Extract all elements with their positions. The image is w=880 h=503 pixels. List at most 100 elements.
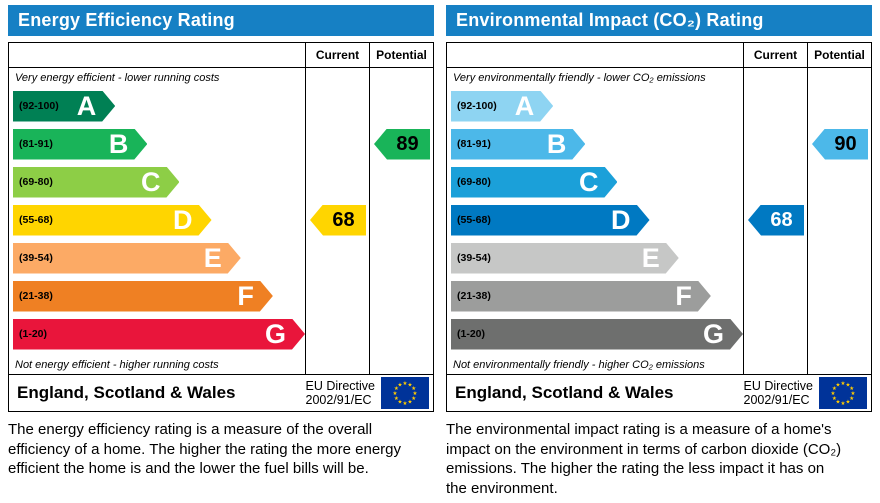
current-column: 68 <box>305 68 369 374</box>
svg-text:★: ★ <box>413 391 418 397</box>
svg-text:★: ★ <box>836 382 841 388</box>
current-column: 68 <box>743 68 807 374</box>
band-letter-e: E <box>203 242 222 273</box>
svg-text:★: ★ <box>851 391 856 397</box>
rating-band-row-d: (55-68) D <box>447 201 743 239</box>
svg-text:★: ★ <box>408 382 413 388</box>
chart-footer: England, Scotland & Wales EU Directive 2… <box>8 375 434 412</box>
band-range-label: (1-20) <box>457 328 486 340</box>
rating-band-row-b: (81-91) B <box>9 125 305 163</box>
top-note: Very energy efficient - lower running co… <box>15 72 220 84</box>
band-range-label: (92-100) <box>19 100 59 112</box>
eu-directive-line2: 2002/91/EC <box>305 393 372 407</box>
region-label: England, Scotland & Wales <box>17 383 236 402</box>
svg-text:★: ★ <box>831 391 836 397</box>
chart-header-spacer <box>447 43 743 67</box>
current-column-header: Current <box>305 43 369 67</box>
chart-body: Very environmentally friendly - lower CO… <box>447 68 871 374</box>
potential-column: 89 <box>369 68 433 374</box>
environmental-impact-panel: Environmental Impact (CO₂) Rating Curren… <box>446 5 872 498</box>
svg-text:★: ★ <box>394 396 399 402</box>
chart-main: Very environmentally friendly - lower CO… <box>447 68 743 374</box>
chart-header-row: Current Potential <box>9 43 433 68</box>
chart-header-row: Current Potential <box>447 43 871 68</box>
current-rating-pointer: 68 <box>748 204 804 236</box>
rating-band-bar-f: (21-38) F <box>13 281 273 312</box>
rating-band-bar-d: (55-68) D <box>451 205 650 236</box>
eu-directive-line2: 2002/91/EC <box>743 393 810 407</box>
band-letter-a: A <box>514 90 535 121</box>
band-letter-b: B <box>108 128 129 159</box>
chart-footer: England, Scotland & Wales EU Directive 2… <box>446 375 872 412</box>
rating-band-row-e: (39-54) E <box>447 239 743 277</box>
band-range-label: (69-80) <box>19 176 53 188</box>
svg-text:★: ★ <box>841 381 846 387</box>
svg-text:★: ★ <box>398 382 403 388</box>
band-letter-d: D <box>611 204 631 235</box>
chart-header-spacer <box>9 43 305 67</box>
energy-rating-description: The energy efficiency rating is a measur… <box>8 421 402 477</box>
svg-text:★: ★ <box>846 382 851 388</box>
band-letter-c: C <box>140 166 161 197</box>
rating-band-row-c: (69-80) C <box>9 163 305 201</box>
svg-text:★: ★ <box>832 386 837 392</box>
potential-rating-pointer: 90 <box>812 128 868 160</box>
panel-title-environmental: Environmental Impact (CO₂) Rating <box>446 5 872 36</box>
bottom-note: Not energy efficient - higher running co… <box>15 359 219 371</box>
rating-band-bar-g: (1-20) G <box>451 319 743 350</box>
svg-text:★: ★ <box>398 400 403 406</box>
bottom-note: Not environmentally friendly - higher CO… <box>453 359 705 371</box>
rating-band-row-a: (92-100) A <box>9 87 305 125</box>
band-range-label: (92-100) <box>457 100 497 112</box>
rating-band-bar-a: (92-100) A <box>451 91 553 122</box>
eu-directive-line1: EU Directive <box>305 378 375 393</box>
band-range-label: (81-91) <box>19 138 53 150</box>
band-range-label: (55-68) <box>19 214 53 226</box>
rating-band-bar-f: (21-38) F <box>451 281 711 312</box>
eu-flag-icon: ★ ★★★★★★★★★★★ <box>819 377 867 409</box>
rating-band-row-g: (1-20) G <box>447 315 743 353</box>
rating-band-row-c: (69-80) C <box>447 163 743 201</box>
rating-band-row-f: (21-38) F <box>9 277 305 315</box>
potential-column-header: Potential <box>807 43 871 67</box>
rating-band-bar-d: (55-68) D <box>13 205 212 236</box>
band-letter-c: C <box>578 166 599 197</box>
band-letter-f: F <box>675 280 692 311</box>
eu-directive-label: EU Directive 2002/91/EC <box>306 379 375 408</box>
eu-flag-icon: ★ ★★★★★★★★★★★ <box>381 377 429 409</box>
potential-rating-pointer: 89 <box>374 128 430 160</box>
energy-rating-chart: Current Potential Very energy efficient … <box>8 42 434 375</box>
current-rating-pointer: 68 <box>310 204 366 236</box>
band-range-label: (39-54) <box>457 252 491 264</box>
band-letter-d: D <box>173 204 193 235</box>
band-range-label: (81-91) <box>457 138 491 150</box>
rating-bands: (92-100) A (81-91) B (69-80) C (55-68) D (39-54)… <box>9 87 305 353</box>
band-letter-g: G <box>264 318 286 349</box>
svg-text:★: ★ <box>408 400 413 406</box>
rating-band-bar-a: (92-100) A <box>13 91 115 122</box>
svg-text:★: ★ <box>832 396 837 402</box>
svg-text:★: ★ <box>393 391 398 397</box>
rating-band-row-b: (81-91) B <box>447 125 743 163</box>
rating-band-bar-c: (69-80) C <box>13 167 179 198</box>
band-letter-e: E <box>641 242 660 273</box>
potential-column-header: Potential <box>369 43 433 67</box>
region-label: England, Scotland & Wales <box>455 383 674 402</box>
band-range-label: (39-54) <box>19 252 53 264</box>
environmental-rating-chart: Current Potential Very environmentally f… <box>446 42 872 375</box>
environmental-rating-description: The environmental impact rating is a mea… <box>446 421 842 497</box>
rating-band-row-d: (55-68) D <box>9 201 305 239</box>
band-letter-g: G <box>702 318 724 349</box>
eu-directive-label: EU Directive 2002/91/EC <box>744 379 813 408</box>
svg-text:★: ★ <box>849 386 854 392</box>
band-range-label: (21-38) <box>19 290 53 302</box>
rating-band-row-a: (92-100) A <box>447 87 743 125</box>
rating-band-row-e: (39-54) E <box>9 239 305 277</box>
rating-band-row-g: (1-20) G <box>9 315 305 353</box>
svg-text:★: ★ <box>403 401 408 407</box>
top-note: Very environmentally friendly - lower CO… <box>453 72 706 84</box>
svg-text:★: ★ <box>849 396 854 402</box>
rating-band-bar-b: (81-91) B <box>451 129 585 160</box>
band-letter-f: F <box>237 280 254 311</box>
